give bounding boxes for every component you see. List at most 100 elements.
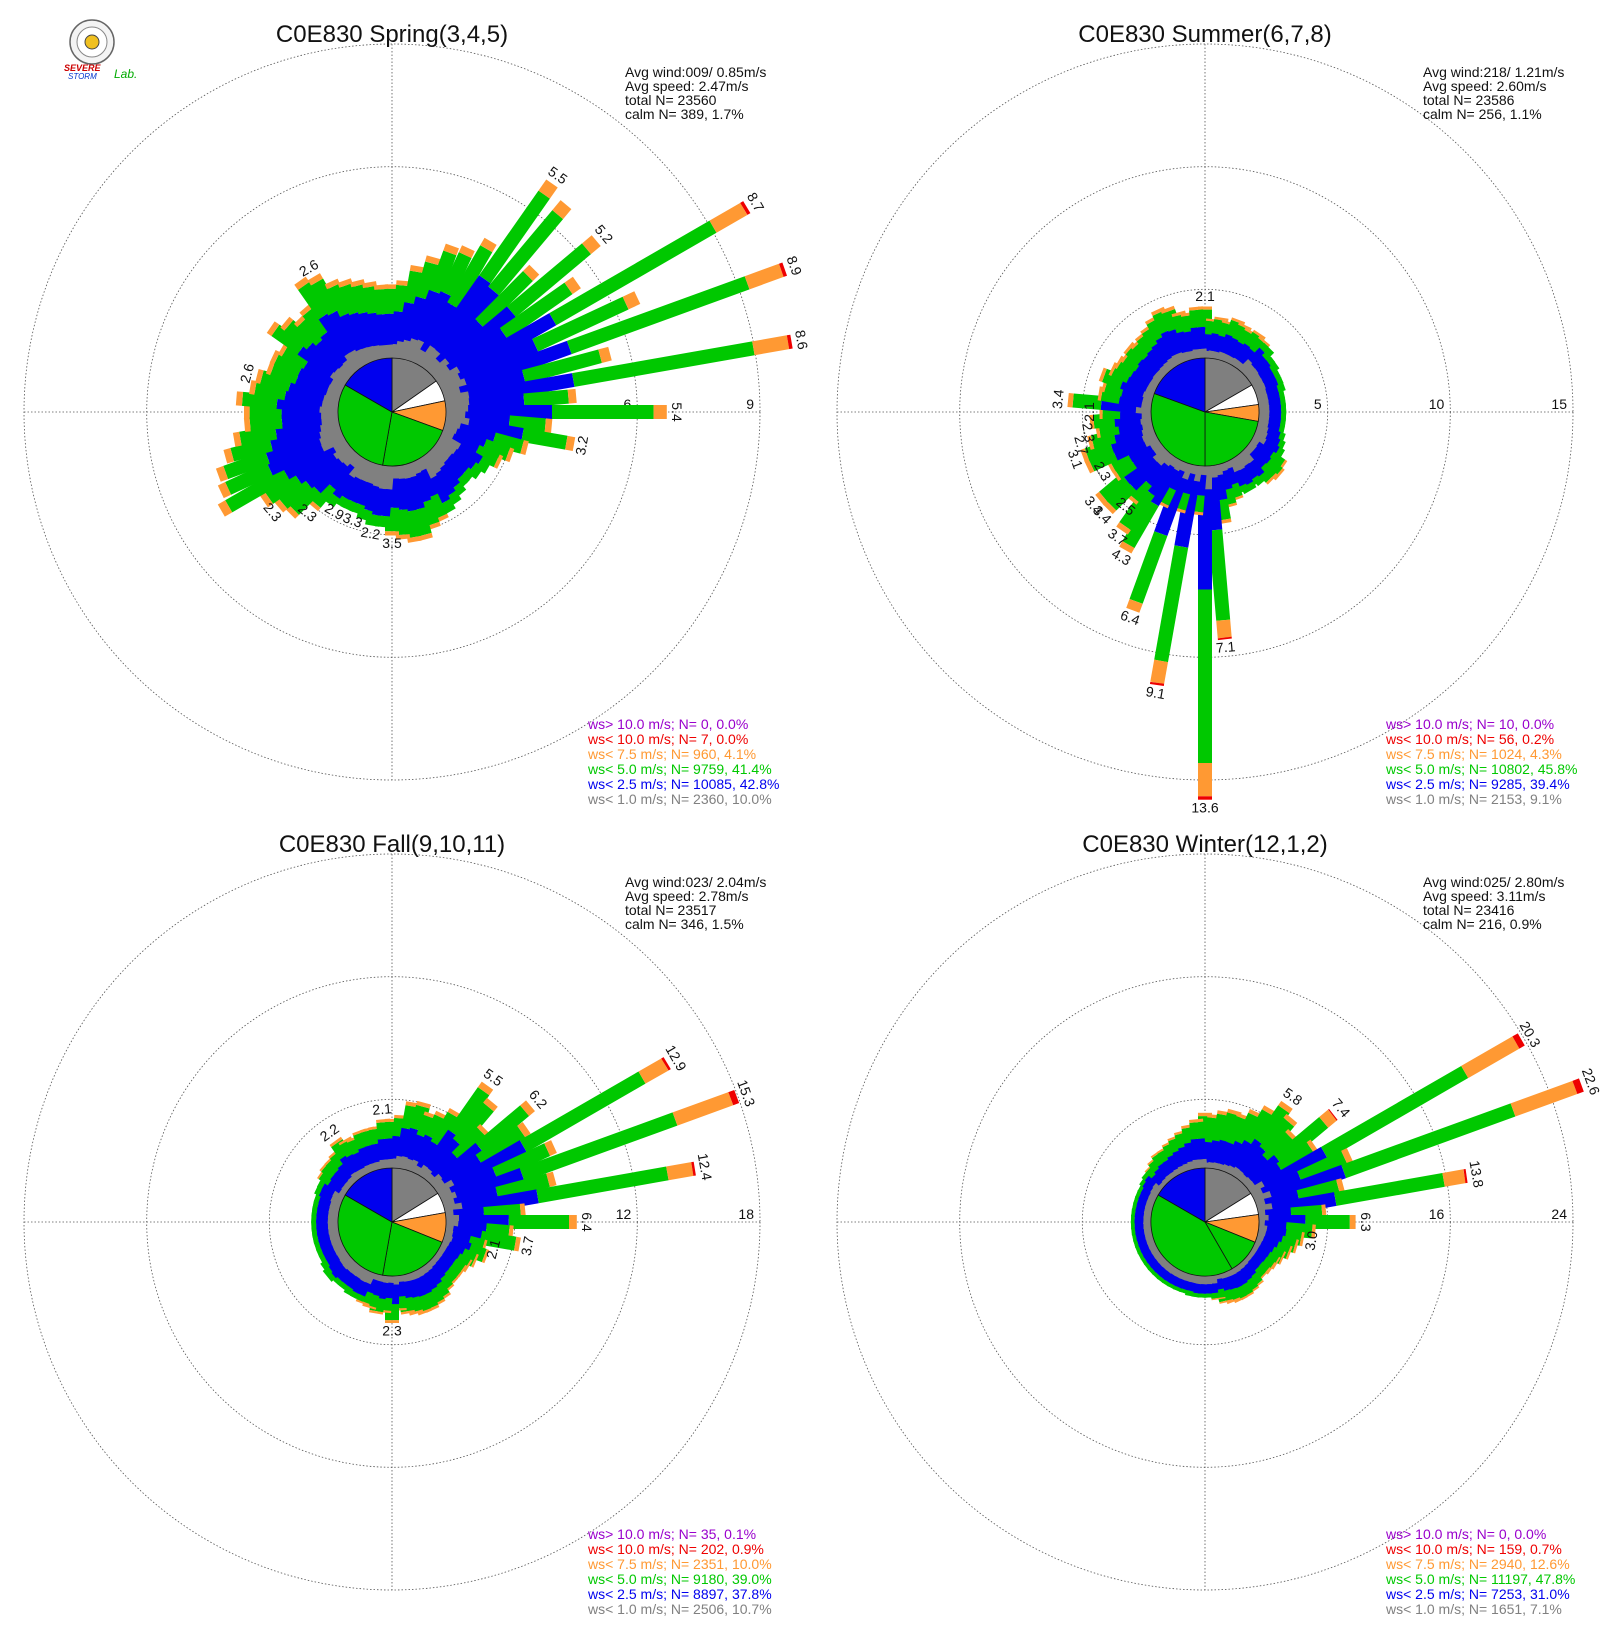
bar-segment <box>451 1140 527 1192</box>
bar-segment <box>464 411 510 430</box>
bar-segment <box>507 243 591 318</box>
bar-segment <box>1235 1112 1261 1147</box>
panel-title: C0E830 Spring(3,4,5) <box>276 21 508 48</box>
bar-segment <box>223 450 270 480</box>
bar-segment <box>786 334 793 350</box>
bar-segment <box>475 456 492 474</box>
bar-segment <box>374 288 391 315</box>
bar-segment <box>1219 487 1237 507</box>
bar-segment <box>1226 1116 1250 1147</box>
legend-entry-under10: ws< 10.0 m/s; N= 202, 0.9% <box>587 1541 764 1557</box>
bar-segment <box>1072 393 1102 410</box>
bar-segment <box>1217 1110 1232 1117</box>
pie-slice <box>391 1167 439 1223</box>
bar-segment <box>481 439 511 461</box>
bar-segment <box>1099 473 1130 503</box>
legend-entry-under2_5: ws< 2.5 m/s; N= 8897, 37.8% <box>587 1586 772 1602</box>
bar-segment <box>544 1140 557 1156</box>
bar-segment <box>1095 491 1109 506</box>
legend-entry-under7_5: ws< 7.5 m/s; N= 2351, 10.0% <box>587 1556 772 1572</box>
bar-segment <box>340 497 358 513</box>
bar-segment <box>260 370 292 392</box>
bar-segment <box>572 341 755 387</box>
bar-segment <box>418 291 454 346</box>
bar-segment <box>337 278 353 288</box>
bar-value-label: 6.3 <box>1358 1212 1374 1232</box>
bar-segment <box>339 1138 359 1158</box>
bar-value-label: 2.7 <box>1071 434 1092 457</box>
bar-segment <box>1258 336 1271 347</box>
bar-segment <box>269 349 280 365</box>
bar-segment <box>483 1097 498 1112</box>
bar-segment <box>538 179 558 199</box>
bar-segment <box>479 1230 517 1251</box>
bar-segment <box>481 1249 490 1264</box>
bar-segment <box>418 499 440 527</box>
bar-segment <box>752 335 790 356</box>
bar-segment <box>405 1101 420 1108</box>
bar-segment <box>223 448 235 464</box>
bar-segment <box>1221 320 1236 326</box>
bar-segment <box>447 245 493 310</box>
bar-segment <box>1190 1138 1207 1161</box>
bar-segment <box>1123 341 1135 355</box>
bar-segment <box>425 1114 448 1141</box>
bar-segment <box>1254 1105 1290 1147</box>
bar-segment <box>1225 319 1245 339</box>
bar-segment <box>1090 429 1117 449</box>
bar-segment <box>419 1291 439 1311</box>
bar-segment <box>1167 1134 1182 1142</box>
bar-segment <box>1180 311 1195 317</box>
bar-segment <box>297 317 326 346</box>
bar-segment <box>432 1298 446 1308</box>
bar-segment <box>435 286 499 359</box>
bar-segment <box>1285 1128 1299 1142</box>
bar-segment <box>1098 367 1107 382</box>
bar-segment <box>362 1303 377 1310</box>
bar-segment <box>1172 490 1191 511</box>
bar-segment <box>425 1304 440 1313</box>
bar-segment <box>1100 386 1122 404</box>
bar-segment <box>459 467 476 484</box>
bar-segment <box>467 462 484 480</box>
info-line: total N= 23586 <box>1423 92 1515 108</box>
bar-value-label: 2.2 <box>360 524 382 543</box>
bar-segment <box>376 313 394 346</box>
bar-segment <box>457 1264 467 1278</box>
bar-segment <box>1341 1103 1516 1179</box>
bar-segment <box>519 1112 678 1182</box>
bar-segment <box>1279 1235 1297 1253</box>
bar-segment <box>1067 393 1074 408</box>
bar-segment <box>443 243 459 256</box>
bar-segment <box>1101 377 1108 393</box>
bar-segment <box>274 498 288 513</box>
bar-segment <box>1266 356 1280 372</box>
bar-segment <box>346 1135 361 1143</box>
bar-segment <box>307 498 321 512</box>
bar-segment <box>217 482 232 499</box>
bar-segment <box>1120 349 1131 363</box>
info-line: Avg wind:218/ 1.21m/s <box>1423 64 1564 80</box>
bar-segment <box>404 270 424 305</box>
pie-slice <box>1157 1167 1206 1223</box>
bar-segment <box>1084 439 1114 462</box>
bar-segment <box>622 291 641 310</box>
bar-segment <box>270 362 300 385</box>
bar-segment <box>1244 327 1258 337</box>
bar-segment <box>468 393 525 413</box>
pie-slice <box>1204 411 1259 467</box>
bar-segment <box>285 505 299 519</box>
bar-segment <box>348 501 366 516</box>
pie-slice <box>391 357 437 413</box>
bar-segment <box>492 1143 551 1181</box>
info-line: total N= 23517 <box>625 902 717 918</box>
pie-slice <box>337 1194 393 1276</box>
bar-segment <box>464 340 572 392</box>
bar-segment <box>1084 458 1095 474</box>
bar-segment <box>456 313 557 379</box>
bar-segment <box>1248 1108 1263 1119</box>
bar-segment <box>479 190 550 284</box>
bar-segment <box>299 303 314 317</box>
bar-segment <box>232 431 242 447</box>
bar-segment <box>709 202 748 233</box>
